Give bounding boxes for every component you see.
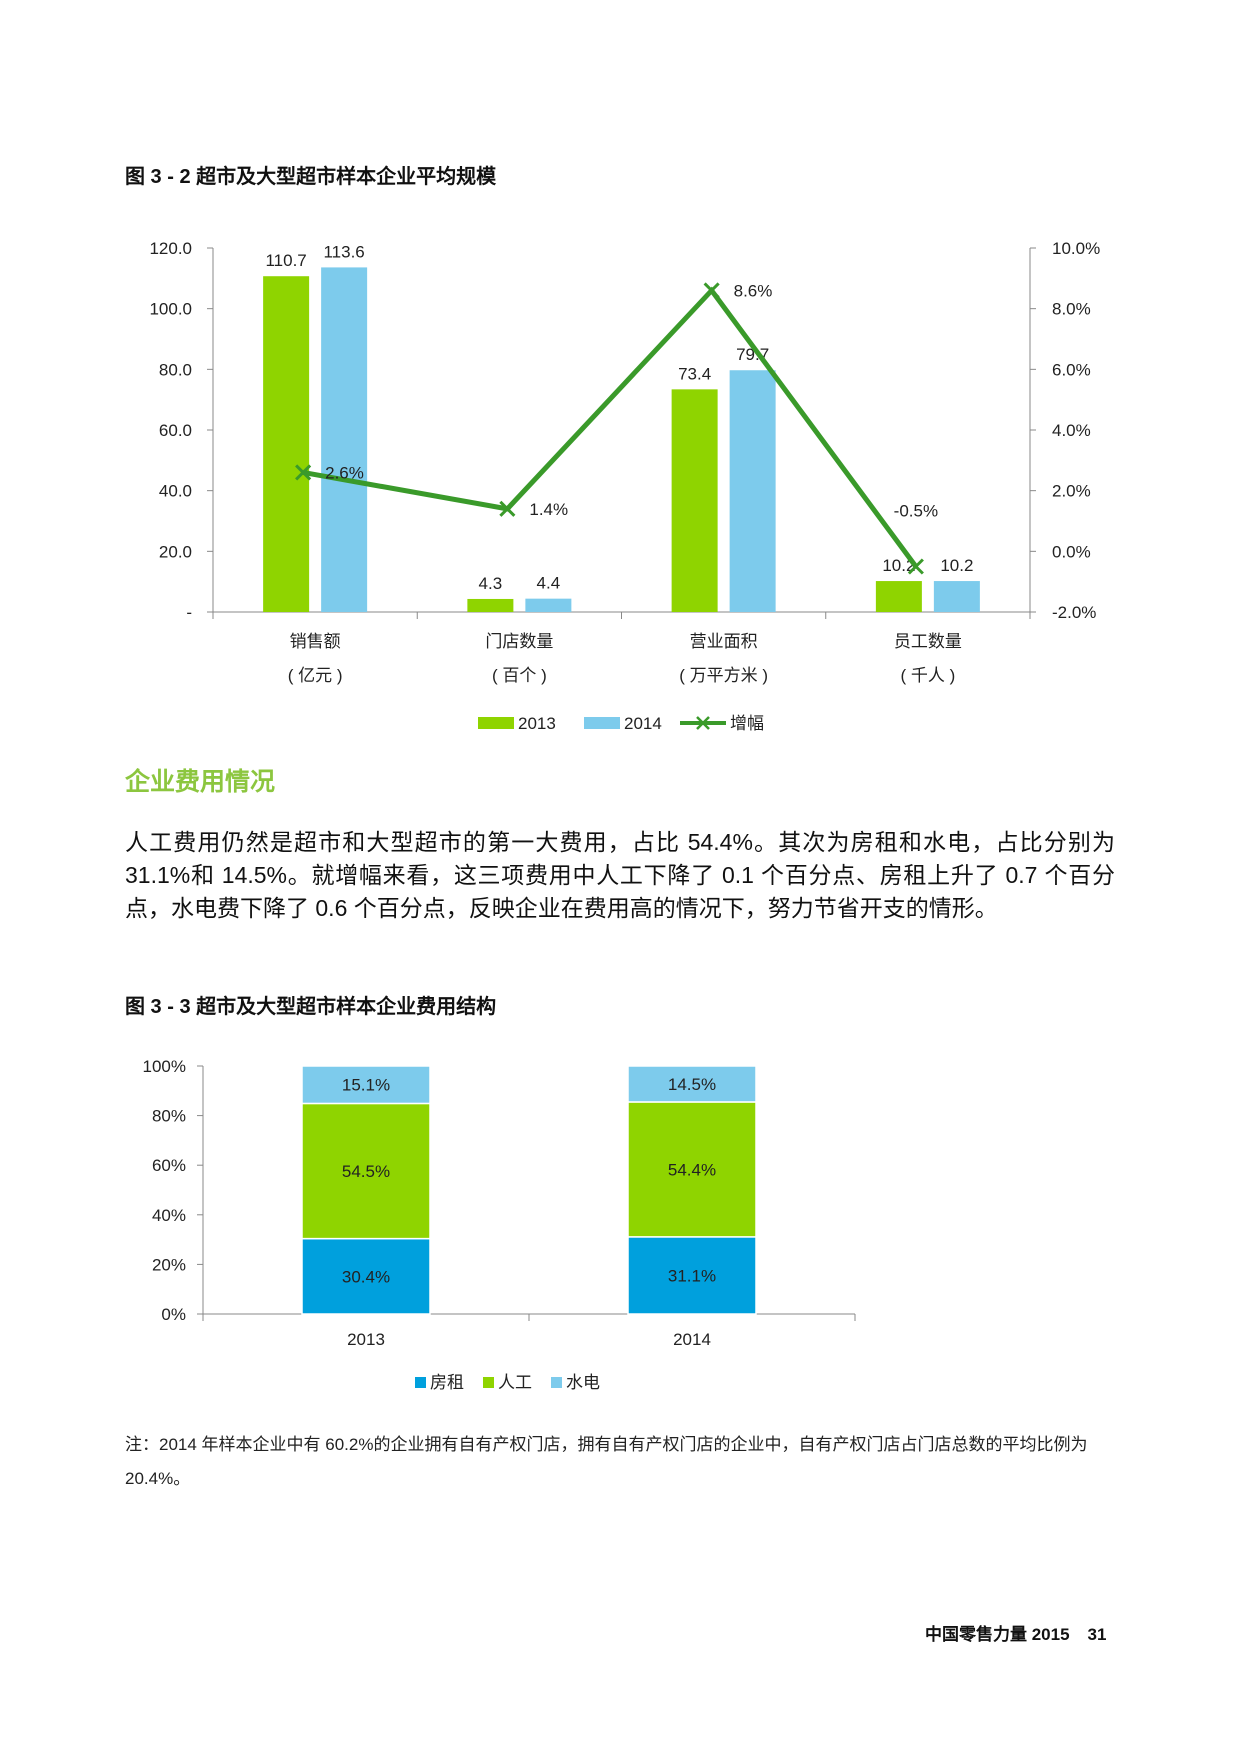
y-tick-label: 100% [143, 1057, 186, 1076]
growth-marker [907, 558, 924, 575]
stack-label: 54.4% [668, 1160, 716, 1179]
bar-label: 10.2 [940, 556, 973, 575]
footer: 中国零售力量 2015 31 [925, 1620, 1106, 1645]
y-tick-label: 80.0 [159, 360, 192, 379]
stack-label: 15.1% [342, 1076, 390, 1095]
stack-label: 54.5% [342, 1162, 390, 1181]
legend-swatch-2014 [584, 717, 620, 729]
legend-swatch-2013 [478, 717, 514, 729]
y2-tick-label: 4.0% [1052, 421, 1091, 440]
category-label: 2013 [347, 1330, 385, 1349]
growth-line [302, 286, 918, 568]
y2-tick-label: -2.0% [1052, 603, 1096, 622]
footer-publication: 中国零售力量 2015 [925, 1625, 1070, 1644]
y-tick-label: - [186, 603, 192, 622]
legend-label-growth: 增幅 [730, 714, 764, 733]
chart-cost-structure: 0% 20% 40% 60% 80% 100% 30.4% 54.5% 15.1% 2013 31.… [143, 1057, 856, 1392]
y2-tick-label: 0.0% [1052, 542, 1091, 561]
bar-2013 [875, 581, 922, 612]
bar-2013 [263, 276, 310, 612]
stack-房租 [627, 1236, 757, 1315]
bar-label: 113.6 [323, 242, 364, 261]
bar-2014 [525, 598, 572, 612]
y-tick-label: 20.0 [159, 542, 192, 561]
legend-swatch-0 [415, 1377, 426, 1388]
stack-水电 [627, 1065, 757, 1103]
figure2-title: 图 3 - 3 超市及大型超市样本企业费用结构 [125, 996, 497, 1018]
stack-人工 [627, 1101, 757, 1238]
y2-tick-label: 2.0% [1052, 482, 1091, 501]
legend-marker-growth [696, 716, 710, 730]
growth-marker [703, 282, 720, 299]
legend-label-2013: 2013 [518, 714, 556, 733]
growth-marker [499, 500, 516, 517]
stack-房租 [301, 1237, 431, 1315]
bar-label: 110.7 [265, 251, 306, 270]
y-tick-label: 60.0 [159, 421, 192, 440]
growth-label: 8.6% [734, 281, 773, 300]
footnote: 注：2014 年样本企业中有 60.2%的企业拥有自有产权门店，拥有自有产权门店… [125, 1435, 1088, 1488]
category-unit: ( 万平方米 ) [679, 666, 768, 685]
stack-人工 [301, 1102, 431, 1240]
legend-label-1: 人工 [498, 1373, 532, 1392]
y-tick-label: 40% [152, 1206, 186, 1225]
bar-label: 4.4 [537, 574, 561, 593]
legend-label-0: 房租 [430, 1373, 464, 1392]
bar-2013 [467, 598, 514, 612]
y2-tick-label: 6.0% [1052, 360, 1091, 379]
category-label: 员工数量 [894, 632, 962, 651]
bar-label: 4.3 [479, 574, 503, 593]
category-label: 门店数量 [485, 632, 553, 651]
y-tick-label: 120.0 [149, 239, 192, 258]
legend-swatch-1 [483, 1377, 494, 1388]
y2-tick-label: 10.0% [1052, 239, 1100, 258]
bar-label: 73.4 [678, 364, 711, 383]
chart-average-scale: - 20.0 40.0 60.0 80.0 100.0 120.0 -2.0% 0.0% 2.0%… [149, 239, 1100, 733]
legend-label-2: 水电 [566, 1373, 600, 1392]
bar-2014 [933, 581, 980, 612]
category-unit: ( 千人 ) [900, 666, 955, 685]
y-tick-label: 80% [152, 1107, 186, 1126]
y-tick-label: 100.0 [149, 300, 192, 319]
bar-label: 10.2 [882, 556, 915, 575]
growth-label: 2.6% [325, 463, 364, 482]
category-unit: ( 百个 ) [492, 666, 547, 685]
stack-label: 31.1% [668, 1266, 716, 1285]
section-heading: 企业费用情况 [125, 768, 276, 796]
figure1-title: 图 3 - 2 超市及大型超市样本企业平均规模 [125, 166, 497, 188]
y-tick-label: 40.0 [159, 482, 192, 501]
y-tick-label: 20% [152, 1255, 186, 1274]
bar-2014 [321, 267, 368, 612]
legend-swatch-2 [551, 1377, 562, 1388]
stack-label: 30.4% [342, 1267, 390, 1286]
y2-tick-label: 8.0% [1052, 300, 1091, 319]
category-label: 营业面积 [690, 632, 758, 651]
bar-2014 [729, 370, 776, 612]
page-number: 31 [1087, 1625, 1107, 1644]
stack-水电 [301, 1065, 431, 1105]
category-unit: ( 亿元 ) [288, 666, 343, 685]
y-tick-label: 60% [152, 1156, 186, 1175]
section-body: 人工费用仍然是超市和大型超市的第一大费用，占比 54.4%。其次为房租和水电，占… [125, 829, 1115, 921]
growth-marker [295, 464, 312, 481]
y-tick-label: 0% [161, 1305, 186, 1324]
legend-label-2014: 2014 [624, 714, 662, 733]
growth-label: -0.5% [894, 502, 938, 521]
stack-label: 14.5% [668, 1075, 716, 1094]
category-label: 销售额 [290, 632, 341, 651]
growth-label: 1.4% [529, 500, 568, 519]
category-label: 2014 [673, 1330, 711, 1349]
bar-2013 [671, 389, 718, 612]
